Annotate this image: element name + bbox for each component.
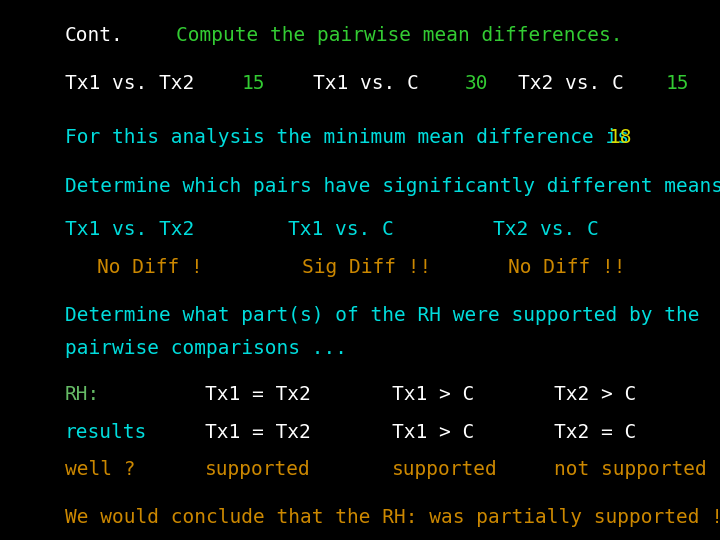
Text: results: results bbox=[65, 422, 147, 442]
Text: Tx1 > C: Tx1 > C bbox=[392, 422, 474, 442]
Text: Tx1 = Tx2: Tx1 = Tx2 bbox=[205, 422, 311, 442]
Text: Tx1 vs. Tx2: Tx1 vs. Tx2 bbox=[65, 220, 194, 239]
Text: pairwise comparisons ...: pairwise comparisons ... bbox=[65, 339, 347, 358]
Text: 30: 30 bbox=[464, 74, 488, 93]
Text: Tx2 = C: Tx2 = C bbox=[554, 422, 636, 442]
Text: Cont.: Cont. bbox=[65, 25, 124, 45]
Text: well ?: well ? bbox=[65, 460, 135, 480]
Text: Determine which pairs have significantly different means: Determine which pairs have significantly… bbox=[65, 177, 720, 196]
Text: Tx1 = Tx2: Tx1 = Tx2 bbox=[205, 384, 311, 404]
Text: No Diff !: No Diff ! bbox=[97, 258, 203, 277]
Text: 18: 18 bbox=[608, 128, 632, 147]
Text: supported: supported bbox=[392, 460, 498, 480]
Text: 15: 15 bbox=[666, 74, 690, 93]
Text: Tx1 vs. C: Tx1 vs. C bbox=[288, 220, 394, 239]
Text: We would conclude that the RH: was partially supported !: We would conclude that the RH: was parti… bbox=[65, 508, 720, 527]
Text: Sig Diff !!: Sig Diff !! bbox=[302, 258, 432, 277]
Text: Tx2 vs. C: Tx2 vs. C bbox=[518, 74, 624, 93]
Text: Tx1 vs. C: Tx1 vs. C bbox=[313, 74, 419, 93]
Text: not supported: not supported bbox=[554, 460, 707, 480]
Text: 15: 15 bbox=[241, 74, 265, 93]
Text: Compute the pairwise mean differences.: Compute the pairwise mean differences. bbox=[176, 25, 623, 45]
Text: Tx2 > C: Tx2 > C bbox=[554, 384, 636, 404]
Text: Tx1 vs. Tx2: Tx1 vs. Tx2 bbox=[65, 74, 194, 93]
Text: Tx1 > C: Tx1 > C bbox=[392, 384, 474, 404]
Text: supported: supported bbox=[205, 460, 311, 480]
Text: No Diff !!: No Diff !! bbox=[508, 258, 625, 277]
Text: For this analysis the minimum mean difference is: For this analysis the minimum mean diffe… bbox=[65, 128, 629, 147]
Text: Determine what part(s) of the RH were supported by the: Determine what part(s) of the RH were su… bbox=[65, 306, 699, 326]
Text: RH:: RH: bbox=[65, 384, 100, 404]
Text: Tx2 vs. C: Tx2 vs. C bbox=[493, 220, 599, 239]
